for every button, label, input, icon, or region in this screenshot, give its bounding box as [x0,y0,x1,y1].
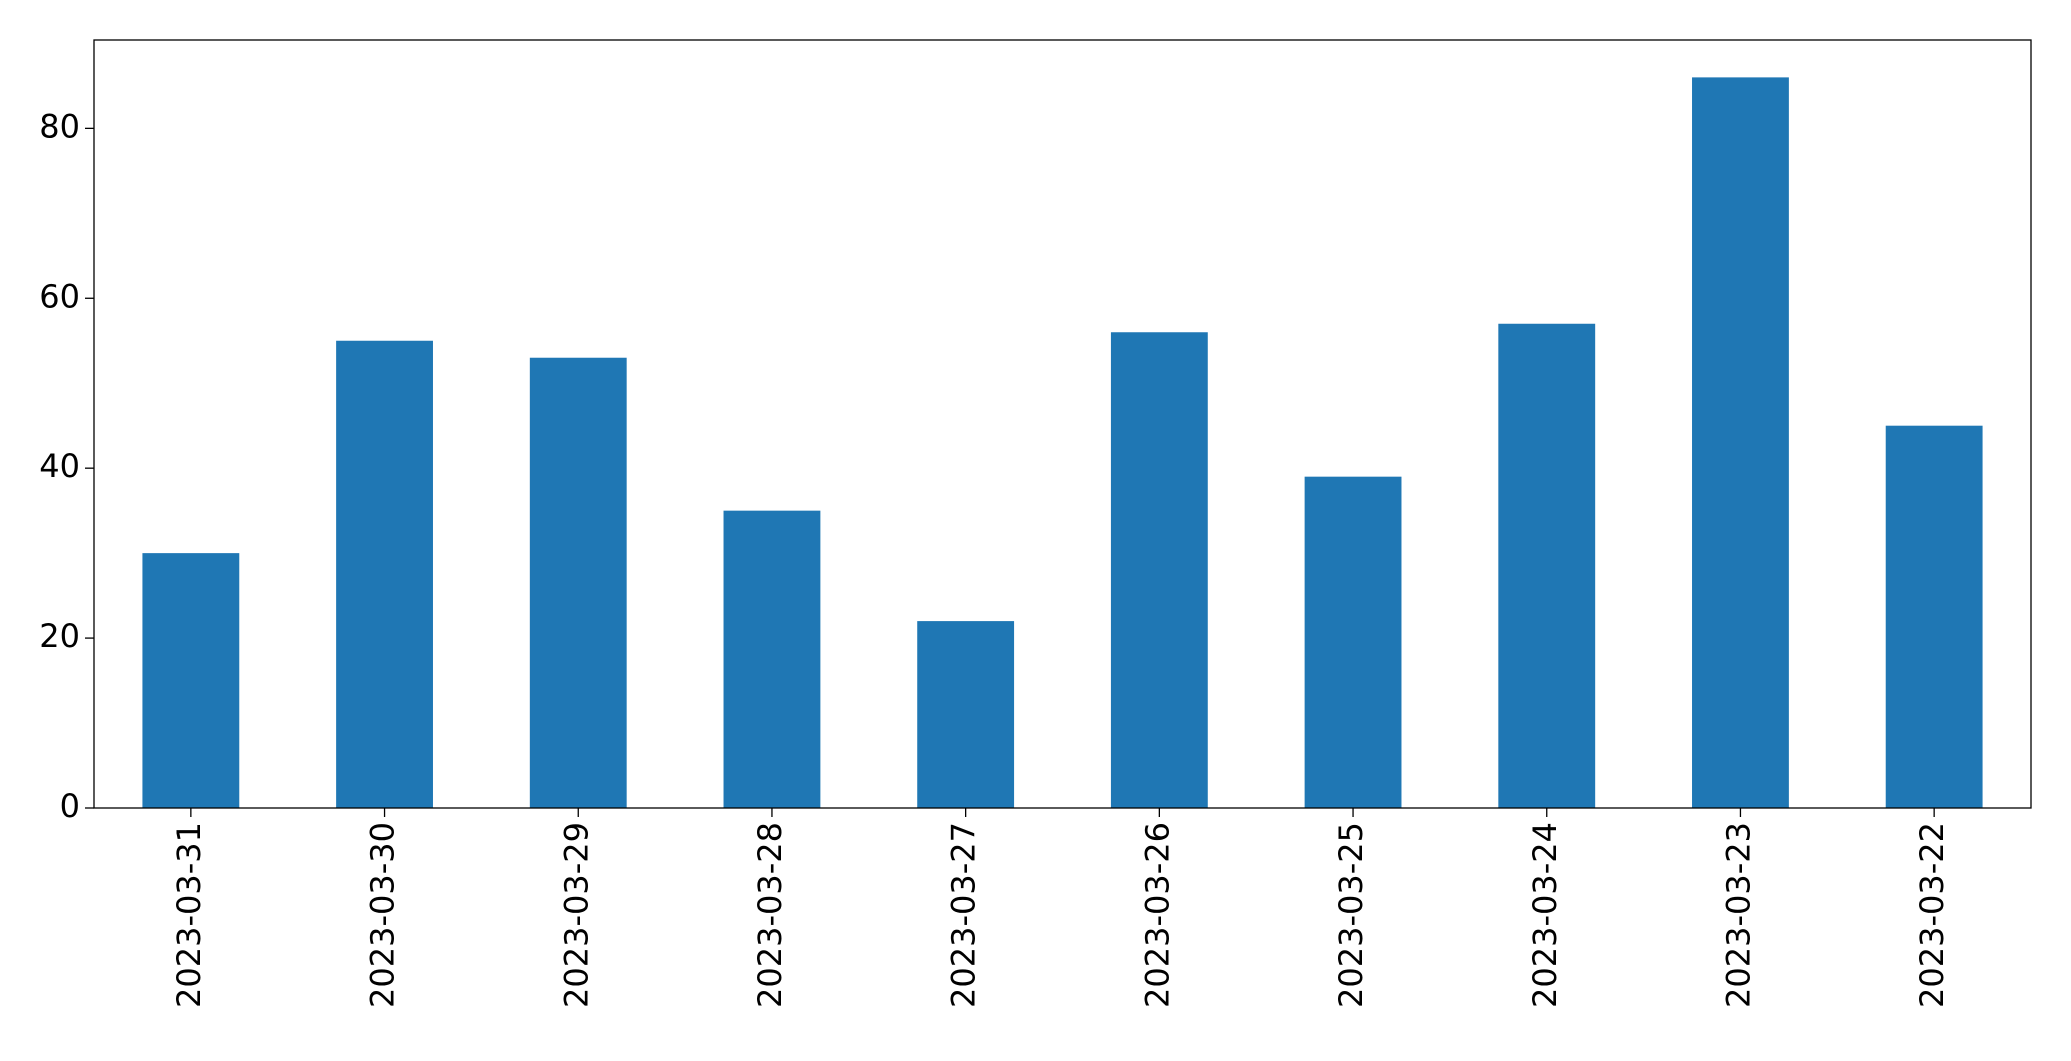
y-tick-label: 40 [39,447,80,485]
y-tick-label: 0 [60,787,80,825]
bar [336,340,433,808]
x-tick-label: 2023-03-30 [364,822,402,1008]
x-tick-label: 2023-03-25 [1332,822,1370,1008]
x-tick-label: 2023-03-26 [1138,822,1176,1008]
x-tick-label: 2023-03-27 [945,822,983,1008]
bar [1498,323,1596,808]
x-tick-label: 2023-03-22 [1913,822,1951,1008]
bar [142,553,240,808]
bar [1304,476,1402,808]
y-tick-label: 20 [39,617,80,655]
bar [1692,77,1789,808]
bar [1885,425,1983,808]
x-tick-label: 2023-03-28 [751,822,789,1008]
bar [917,621,1015,808]
bar [1110,332,1208,808]
y-tick-label: 60 [39,277,80,315]
x-tick-label: 2023-03-31 [170,822,208,1008]
x-tick-label: 2023-03-29 [557,822,595,1008]
bar [723,510,821,808]
y-tick-label: 80 [39,107,80,145]
plot-frame [93,39,2032,809]
x-tick-label: 2023-03-24 [1526,822,1564,1008]
x-tick-label: 2023-03-23 [1719,822,1757,1008]
bar [529,357,627,808]
